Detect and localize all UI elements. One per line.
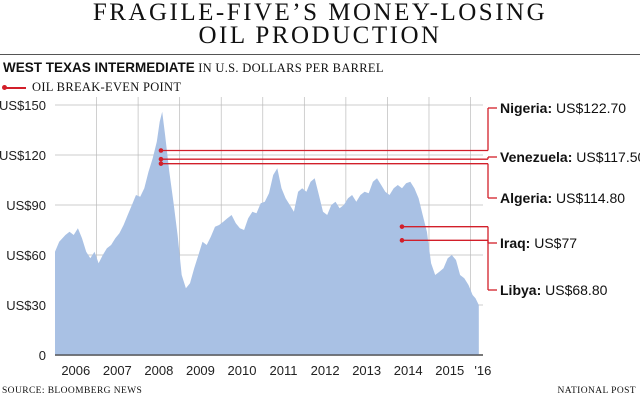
breakeven-label-algeria: Algeria: US$114.80: [500, 190, 625, 206]
breakeven-label-iraq: Iraq: US$77: [500, 235, 577, 251]
x-tick-label: '16: [474, 363, 491, 378]
x-tick-label: 2009: [186, 363, 215, 378]
chart-title-line-1: FRAGILE-FIVE’S MONEY-LOSING: [92, 0, 548, 26]
x-tick-label: 2015: [435, 363, 464, 378]
title-divider: [0, 54, 640, 55]
y-tick-label: US$60: [6, 248, 46, 263]
breakeven-label-libya: Libya: US$68.80: [500, 282, 608, 298]
y-tick-label: 0: [39, 348, 46, 363]
breakeven-point-iraq: [399, 224, 405, 229]
x-tick-label: 2008: [144, 363, 173, 378]
x-tick-label: 2011: [270, 363, 298, 378]
publisher-credit: NATIONAL POST: [557, 386, 636, 396]
breakeven-point-venezuela: [158, 156, 164, 162]
breakeven-point-nigeria: [158, 148, 164, 153]
breakeven-point-algeria: [158, 161, 164, 166]
chart-subtitle: WEST TEXAS INTERMEDIATE IN U.S. DOLLARS …: [3, 60, 384, 77]
legend: OIL BREAK-EVEN POINT: [0, 80, 181, 95]
x-tick-label: 2007: [103, 363, 132, 378]
series-name: WEST TEXAS INTERMEDIATE: [3, 60, 195, 75]
y-tick-label: US$120: [0, 148, 46, 163]
legend-label: OIL BREAK-EVEN POINT: [32, 80, 182, 94]
breakeven-label-nigeria: Nigeria: US$122.70: [500, 100, 626, 116]
breakeven-legend-swatch: [2, 85, 26, 91]
source-note: SOURCE: BLOOMBERG NEWS: [2, 386, 143, 396]
breakeven-point-libya: [399, 238, 405, 243]
units-label: IN U.S. DOLLARS PER BARREL: [194, 61, 384, 75]
x-tick-label: 2013: [352, 363, 381, 378]
breakeven-label-venezuela: Venezuela: US$117.50: [500, 149, 640, 165]
wti-price-area: [55, 111, 479, 355]
x-tick-label: 2010: [228, 363, 257, 378]
y-tick-label: US$90: [6, 198, 46, 213]
x-tick-label: 2012: [311, 363, 340, 378]
x-tick-label: 2006: [61, 363, 90, 378]
y-tick-label: US$30: [6, 298, 46, 313]
chart-title-line-2: OIL PRODUCTION: [198, 22, 442, 49]
y-tick-label: US$150: [0, 98, 46, 113]
x-tick-label: 2014: [394, 363, 423, 378]
